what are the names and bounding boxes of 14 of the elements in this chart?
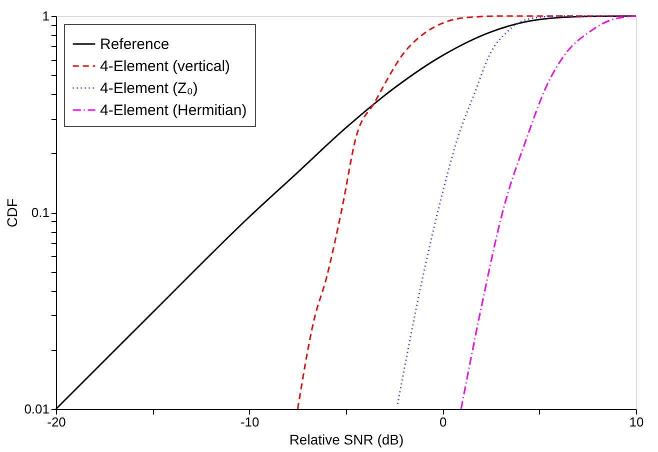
- x-tick-label: 10: [629, 414, 644, 430]
- x-tick-label: 0: [440, 414, 447, 430]
- legend-label: 4-Element (Z₀): [100, 80, 198, 97]
- x-tick-label: -20: [47, 414, 66, 430]
- legend-label: Reference: [100, 36, 170, 53]
- y-axis-title: CDF: [4, 198, 20, 228]
- y-tick-label: 0.1: [31, 205, 50, 220]
- legend-label: 4-Element (vertical): [100, 58, 230, 75]
- line-series: [460, 15, 637, 410]
- x-axis-title: Relative SNR (dB): [289, 432, 404, 448]
- y-tick-label: 1: [42, 8, 50, 24]
- y-tick-label: 0.01: [24, 402, 50, 416]
- x-tick-label: -10: [240, 414, 260, 430]
- legend-label: 4-Element (Hermitian): [100, 102, 247, 119]
